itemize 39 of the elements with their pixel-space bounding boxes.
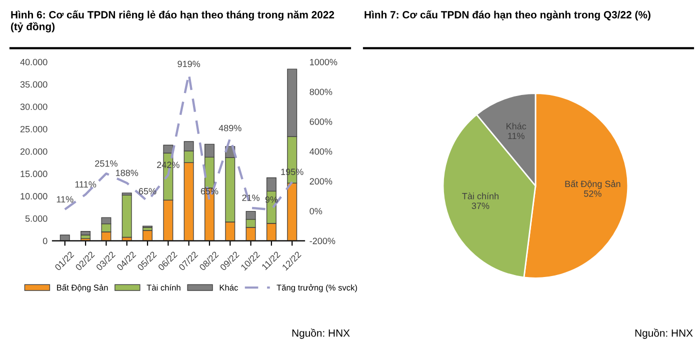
chart-title: Hình 6: Cơ cấu TPDN riêng lẻ đáo hạn theo tháng trong năm 2022 (tỷ đồng): [11, 10, 334, 32]
slice-label: Khác: [506, 122, 526, 130]
data-label: 919%: [178, 60, 200, 68]
y2-tick-label: 400%: [310, 148, 332, 155]
slice-label: Tài chính: [462, 192, 498, 200]
y2-tick-label: 0%: [310, 208, 322, 214]
data-label: 188%: [116, 170, 138, 176]
y-tick-label: 15.000: [20, 170, 48, 178]
data-label: 21%: [242, 194, 260, 201]
y-tick-label: 5.000: [25, 215, 48, 222]
legend-label: Tài chính: [146, 284, 180, 291]
y-tick-label: 40.000: [20, 58, 48, 66]
data-label: 65%: [200, 188, 218, 194]
data-label: 489%: [218, 124, 242, 132]
text: Nguồn: HNX: [635, 328, 693, 339]
data-label: 52%: [584, 190, 602, 197]
y-tick-label: 10.000: [20, 193, 48, 200]
y-tick-label: 0: [42, 238, 48, 244]
y2-tick-label: 200%: [310, 178, 332, 185]
chart-title: Hình 7: Cơ cấu TPDN đáo hạn theo ngành trong Q3/22 (%): [364, 10, 650, 21]
y-tick-label: 25.000: [20, 126, 48, 132]
y-tick-label: 20.000: [20, 148, 48, 155]
legend-label: Khác: [220, 284, 238, 291]
text: Nguồn: HNX: [292, 328, 350, 339]
y2-tick-label: 800%: [310, 88, 332, 96]
legend-label: Tăng trưởng (% svck): [276, 284, 357, 292]
data-label: 65%: [138, 188, 156, 194]
y-tick-label: 35.000: [20, 81, 48, 88]
y2-tick-label: 600%: [310, 118, 332, 125]
slice-label: Bất Động Sản: [565, 180, 620, 189]
data-label: 251%: [95, 160, 118, 167]
y-tick-label: 30.000: [20, 104, 48, 110]
data-label: 37%: [472, 202, 490, 210]
legend-label: Bất Động Sản: [57, 284, 108, 292]
data-label: 111%: [75, 181, 96, 188]
data-label: 11%: [508, 132, 524, 140]
y2-tick-label: 1000%: [310, 58, 338, 66]
y2-tick-label: -200%: [310, 238, 336, 244]
data-label: 11%: [56, 196, 74, 202]
